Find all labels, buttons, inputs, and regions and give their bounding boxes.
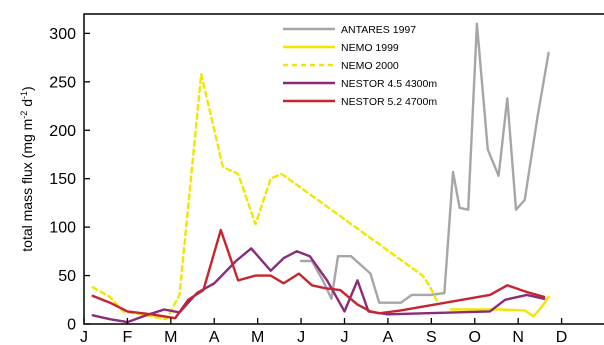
series-layer (91, 22, 550, 324)
tick-layer: 0 50 100 150 200 250 300 J F M A M J J A S O N D (49, 26, 567, 345)
y-tick-label: 300 (49, 26, 76, 43)
y-tick-label: 50 (58, 268, 76, 285)
legend: ANTARES 1997 NEMO 1999 NEMO 2000 NESTOR 4.5… (283, 24, 437, 108)
y-axis-title: total mass flux (mg m-2 d-1) (19, 86, 35, 251)
y-tick-label: 100 (49, 220, 76, 237)
series-line-3 (91, 247, 546, 324)
y-tick-label: 0 (67, 317, 76, 334)
x-tick-label: F (123, 329, 133, 345)
series-line-2 (91, 72, 439, 321)
series-line-4 (91, 228, 546, 320)
y-tick-label: 250 (49, 74, 76, 91)
legend-label-2: NEMO 2000 (341, 60, 399, 72)
legend-label-3: NESTOR 4.5 4300m (341, 78, 437, 90)
legend-label-4: NESTOR 5.2 4700m (341, 96, 437, 108)
legend-label-0: ANTARES 1997 (341, 24, 416, 36)
x-tick-label: N (512, 329, 524, 345)
legend-label-1: NEMO 1999 (341, 42, 399, 54)
x-tick-label: J (80, 329, 88, 345)
series-line-0 (299, 22, 550, 304)
x-tick-label: M (251, 329, 264, 345)
x-tick-label: O (469, 329, 481, 345)
y-tick-label: 200 (49, 123, 76, 140)
x-tick-label: J (341, 329, 349, 345)
x-tick-label: A (383, 329, 394, 345)
x-tick-label: M (164, 329, 177, 345)
x-tick-label: S (426, 329, 437, 345)
x-tick-label: J (297, 329, 305, 345)
series-line-1 (449, 295, 550, 318)
x-tick-label: D (556, 329, 568, 345)
x-tick-label: A (209, 329, 220, 345)
y-tick-label: 150 (49, 171, 76, 188)
